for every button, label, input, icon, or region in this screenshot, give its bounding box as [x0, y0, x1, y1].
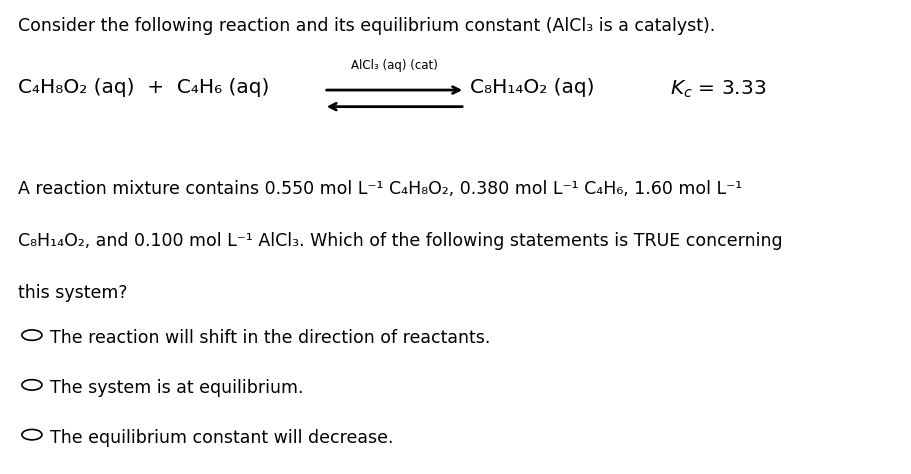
- Text: The equilibrium constant will decrease.: The equilibrium constant will decrease.: [50, 429, 394, 447]
- Text: A reaction mixture contains 0.550 mol L⁻¹ C₄H₈O₂, 0.380 mol L⁻¹ C₄H₆, 1.60 mol L: A reaction mixture contains 0.550 mol L⁻…: [18, 180, 742, 198]
- Text: AlCl₃ (aq) (cat): AlCl₃ (aq) (cat): [351, 59, 437, 72]
- Text: The system is at equilibrium.: The system is at equilibrium.: [50, 379, 303, 397]
- Text: C₄H₈O₂ (aq)  +  C₄H₆ (aq): C₄H₈O₂ (aq) + C₄H₆ (aq): [18, 78, 270, 97]
- Text: C₈H₁₄O₂ (aq): C₈H₁₄O₂ (aq): [469, 78, 594, 97]
- Text: The reaction will shift in the direction of reactants.: The reaction will shift in the direction…: [50, 329, 490, 347]
- Text: C₈H₁₄O₂, and 0.100 mol L⁻¹ AlCl₃. Which of the following statements is TRUE conc: C₈H₁₄O₂, and 0.100 mol L⁻¹ AlCl₃. Which …: [18, 232, 782, 250]
- Text: $K_c$ = 3.33: $K_c$ = 3.33: [670, 78, 766, 100]
- Text: this system?: this system?: [18, 284, 128, 302]
- Text: Consider the following reaction and its equilibrium constant (AlCl₃ is a catalys: Consider the following reaction and its …: [18, 17, 715, 35]
